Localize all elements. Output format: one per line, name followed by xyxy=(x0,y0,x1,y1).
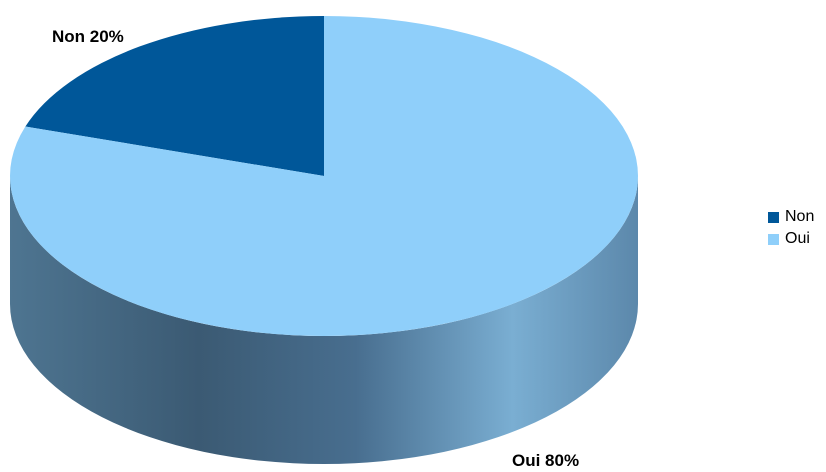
data-label-oui: Oui 80% xyxy=(512,451,579,470)
pie-side-wall xyxy=(10,176,638,464)
slice-oui xyxy=(10,16,639,337)
data-label-non: Non 20% xyxy=(52,27,124,46)
legend-item-non: Non xyxy=(768,206,814,228)
legend-label-non: Non xyxy=(785,208,815,225)
slice-non xyxy=(25,16,324,176)
legend-item-oui: Oui xyxy=(768,228,814,250)
legend-swatch-non xyxy=(768,211,779,223)
legend-swatch-oui xyxy=(768,233,779,245)
legend: Non Oui xyxy=(768,206,814,250)
legend-label-oui: Oui xyxy=(785,230,810,247)
